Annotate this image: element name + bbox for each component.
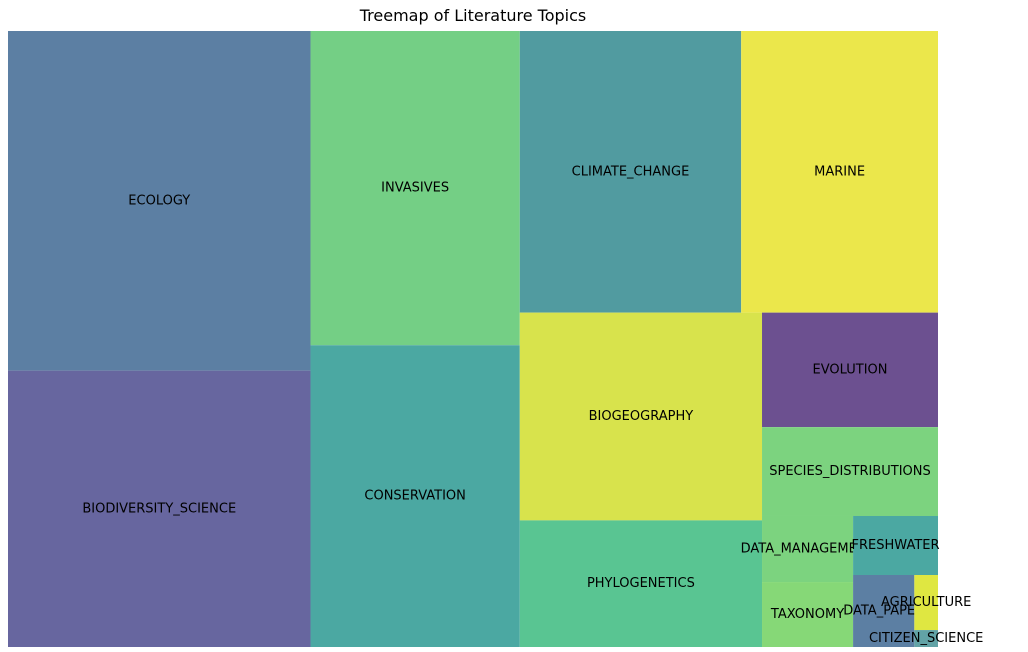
tile-evolution: EVOLUTION: [762, 312, 938, 428]
tile-rect-species-distributions: [762, 427, 938, 516]
tile-label-biodiversity-science: BIODIVERSITY_SCIENCE: [82, 501, 236, 516]
tile-ecology: ECOLOGY: [8, 31, 311, 371]
tile-label-taxonomy: TAXONOMY: [770, 607, 844, 622]
tile-rect-citizen-science: [914, 630, 938, 647]
tile-label-biogeography: BIOGEOGRAPHY: [589, 409, 694, 424]
tile-citizen-science: CITIZEN_SCIENCE: [869, 630, 983, 647]
tile-biogeography: BIOGEOGRAPHY: [519, 312, 763, 521]
tile-label-species-distributions: SPECIES_DISTRIBUTIONS: [769, 464, 931, 479]
tile-taxonomy: TAXONOMY: [762, 582, 854, 647]
tile-label-climate-change: CLIMATE_CHANGE: [572, 164, 690, 179]
tile-label-freshwater: FRESHWATER: [852, 538, 940, 553]
tile-rect-freshwater: [853, 515, 938, 576]
tile-label-invasives: INVASIVES: [381, 181, 449, 196]
tile-rect-taxonomy: [762, 582, 854, 647]
tile-data-paper: DATA_PAPER: [843, 575, 924, 647]
chart-title: Treemap of Literature Topics: [359, 6, 587, 25]
tile-phylogenetics: PHYLOGENETICS: [519, 520, 763, 647]
tile-rect-conservation: [310, 345, 520, 647]
tile-label-marine: MARINE: [814, 164, 865, 179]
tile-rect-biodiversity-science: [8, 370, 311, 647]
tile-label-phylogenetics: PHYLOGENETICS: [587, 576, 695, 591]
tile-marine: MARINE: [741, 31, 938, 313]
tile-label-conservation: CONSERVATION: [364, 489, 466, 504]
tile-rect-evolution: [762, 312, 938, 428]
tile-label-data-management: DATA_MANAGEMENT: [741, 542, 875, 557]
tile-label-ecology: ECOLOGY: [128, 193, 190, 208]
tile-species-distributions: SPECIES_DISTRIBUTIONS: [762, 427, 938, 516]
tile-invasives: INVASIVES: [310, 31, 520, 346]
tile-rect-data-management: [762, 515, 854, 583]
tile-climate-change: CLIMATE_CHANGE: [519, 31, 742, 313]
tile-rect-marine: [741, 31, 938, 313]
tile-freshwater: FRESHWATER: [852, 515, 940, 576]
tile-label-data-paper: DATA_PAPER: [843, 604, 924, 619]
tile-label-agriculture: AGRICULTURE: [881, 595, 971, 610]
tile-rect-invasives: [310, 31, 520, 346]
tile-label-evolution: EVOLUTION: [813, 362, 888, 377]
tile-rect-agriculture: [914, 575, 938, 631]
tile-conservation: CONSERVATION: [310, 345, 520, 647]
tile-agriculture: AGRICULTURE: [881, 575, 971, 631]
tile-rect-climate-change: [519, 31, 742, 313]
tile-rect-biogeography: [519, 312, 763, 521]
tile-rect-phylogenetics: [519, 520, 763, 647]
tile-label-citizen-science: CITIZEN_SCIENCE: [869, 631, 983, 646]
tile-rect-ecology: [8, 31, 311, 371]
tile-rect-data-paper: [853, 575, 915, 647]
tile-data-management: DATA_MANAGEMENT: [741, 515, 875, 583]
tile-biodiversity-science: BIODIVERSITY_SCIENCE: [8, 370, 311, 647]
